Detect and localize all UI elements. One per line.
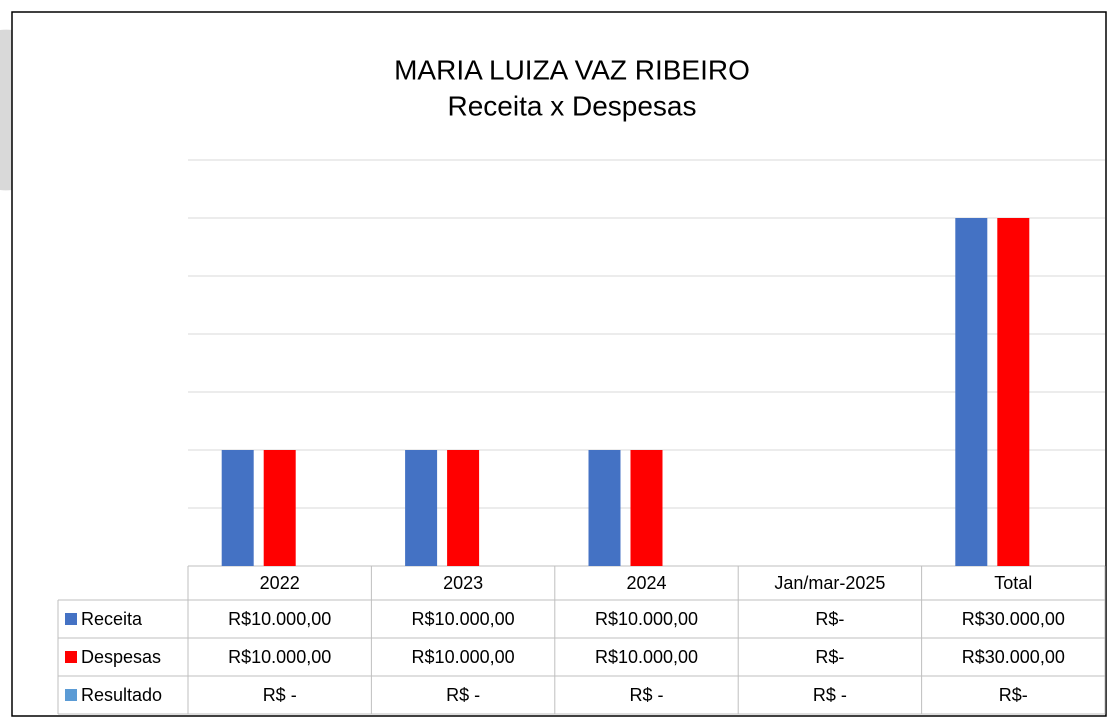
data-table-value: R$30.000,00 — [962, 609, 1065, 629]
x-tick-label: 2022 — [260, 573, 300, 593]
x-tick-label: 2024 — [626, 573, 666, 593]
data-table-value: R$ - — [629, 685, 663, 705]
x-tick-label: Jan/mar-2025 — [774, 573, 885, 593]
legend-label: Resultado — [81, 685, 162, 705]
chart-frame — [11, 11, 1107, 717]
data-table-value: R$- — [999, 685, 1028, 705]
bar — [263, 450, 296, 566]
data-table-value: R$10.000,00 — [595, 609, 698, 629]
legend-label: Receita — [81, 609, 143, 629]
legend-label: Despesas — [81, 647, 161, 667]
background-shape — [0, 29, 12, 191]
bar — [447, 450, 480, 566]
data-table-value: R$10.000,00 — [412, 609, 515, 629]
chart-title: MARIA LUIZA VAZ RIBEIRO — [394, 54, 750, 85]
legend-key — [65, 651, 77, 663]
data-table-value: R$ - — [813, 685, 847, 705]
data-table-value: R$10.000,00 — [595, 647, 698, 667]
chart-subtitle: Receita x Despesas — [447, 90, 696, 121]
bar — [588, 450, 621, 566]
legend-key — [65, 689, 77, 701]
data-table-value: R$10.000,00 — [228, 609, 331, 629]
legend-key — [65, 613, 77, 625]
data-table-value: R$10.000,00 — [228, 647, 331, 667]
data-table-value: R$ - — [263, 685, 297, 705]
x-tick-label: 2023 — [443, 573, 483, 593]
data-table-value: R$ - — [446, 685, 480, 705]
data-table-value: R$30.000,00 — [962, 647, 1065, 667]
bar — [997, 218, 1030, 566]
data-table-value: R$10.000,00 — [412, 647, 515, 667]
x-tick-label: Total — [994, 573, 1032, 593]
data-table-value: R$- — [815, 609, 844, 629]
bar — [405, 450, 438, 566]
bar — [221, 450, 254, 566]
bar — [630, 450, 663, 566]
data-table-value: R$- — [815, 647, 844, 667]
bar — [955, 218, 988, 566]
